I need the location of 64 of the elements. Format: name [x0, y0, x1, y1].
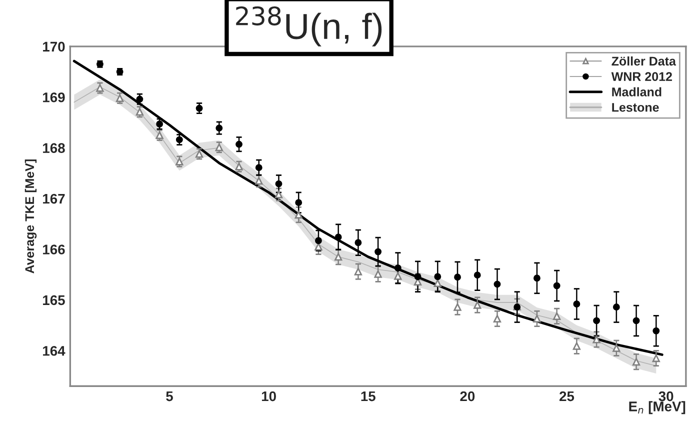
point [195, 150, 204, 158]
y-tick-label: 169 [43, 92, 65, 102]
point [215, 144, 223, 152]
point [434, 279, 442, 288]
point [572, 342, 581, 350]
point [156, 131, 164, 139]
y-tick-label: 166 [43, 244, 65, 254]
point [533, 274, 540, 282]
point [374, 270, 382, 278]
point [196, 104, 203, 112]
point [216, 124, 223, 132]
point [394, 264, 402, 272]
point [632, 317, 640, 324]
x-axis-title: E$_{n}$ [MeV] [629, 401, 686, 414]
point [374, 248, 382, 256]
x-tick-label: 5 [166, 392, 173, 402]
point [474, 272, 481, 279]
point [533, 314, 541, 323]
point [612, 344, 620, 352]
point [354, 239, 362, 246]
y-axis-title: Average TKE [MeV] [24, 160, 37, 274]
chart-title: $^{238}$U(n, f) [236, 6, 382, 46]
point [652, 354, 660, 362]
legend-label: Lestone [612, 103, 659, 112]
point [493, 314, 502, 323]
point [553, 312, 561, 320]
x-tick-label: 30 [658, 391, 674, 402]
point [235, 162, 243, 170]
point [612, 304, 620, 311]
y-tick-label: 165 [43, 295, 65, 306]
point [136, 108, 144, 116]
point [632, 358, 640, 366]
point [136, 96, 144, 103]
y-tick-label: 168 [43, 143, 65, 153]
point [334, 253, 342, 261]
point [156, 120, 164, 128]
point [116, 94, 124, 102]
x-tick-label: 25 [560, 391, 574, 402]
point [176, 136, 183, 144]
point [494, 280, 501, 288]
point [454, 274, 461, 281]
point [454, 303, 462, 311]
point [573, 300, 580, 308]
point [553, 282, 560, 290]
point [593, 317, 600, 324]
y-tick-label: 164 [43, 346, 66, 356]
point [652, 327, 660, 334]
point [255, 164, 262, 172]
y-tick-label: 167 [43, 194, 65, 204]
point [236, 140, 242, 148]
point [474, 301, 482, 309]
x-tick-label: 20 [460, 391, 475, 402]
legend-label: Zöller Data [612, 56, 676, 66]
point [434, 273, 442, 280]
y-tick-label: 170 [43, 42, 65, 52]
point [334, 234, 342, 241]
x-tick-label: 15 [361, 392, 376, 402]
point [394, 272, 402, 280]
point [176, 158, 184, 166]
legend-label: WNR 2012 [611, 72, 672, 82]
point [96, 84, 104, 92]
point [354, 268, 362, 276]
legend-label: Madland [612, 87, 662, 96]
x-tick-label: 10 [262, 391, 276, 402]
